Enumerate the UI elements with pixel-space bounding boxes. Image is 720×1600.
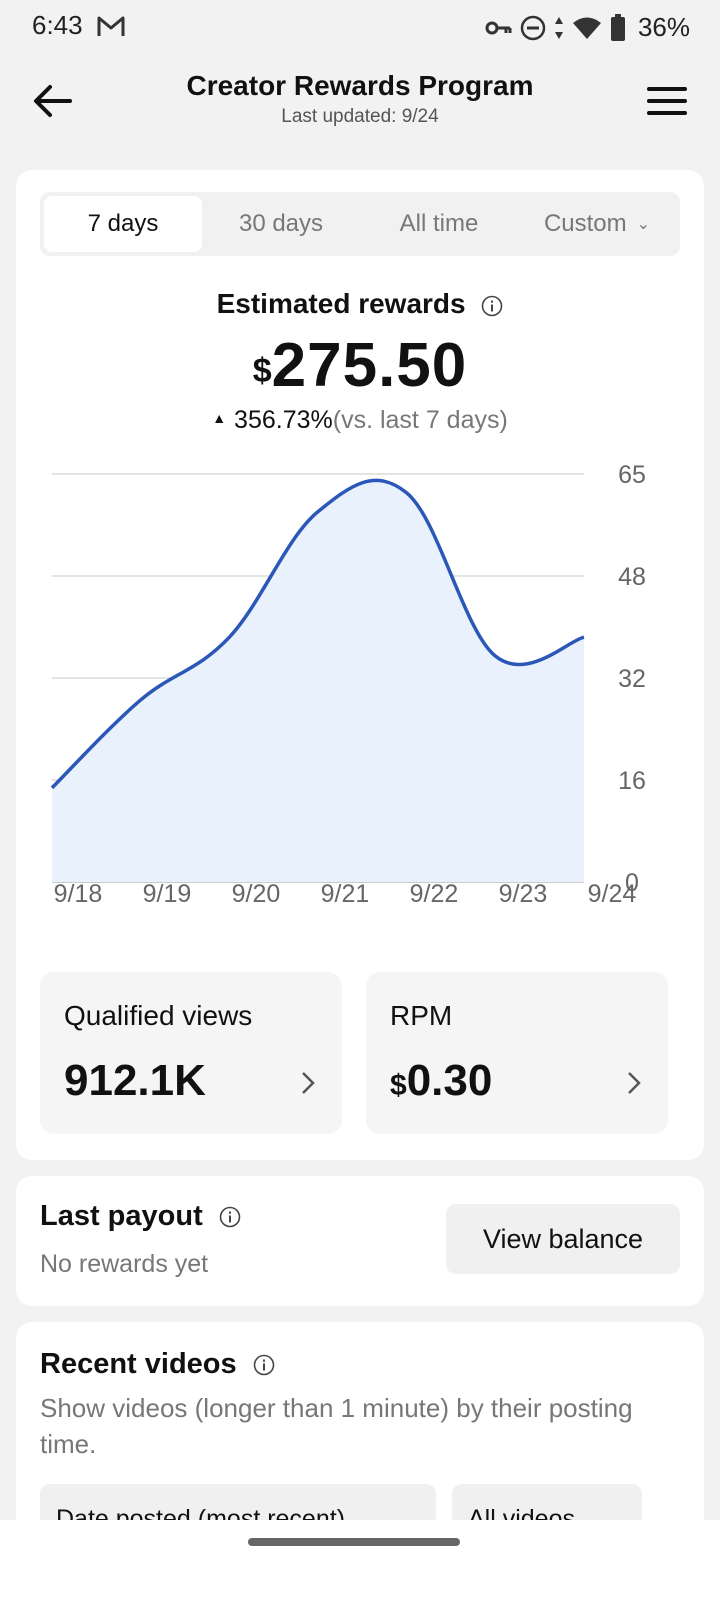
currency-symbol: $ xyxy=(390,1069,407,1102)
tab-all-time[interactable]: All time xyxy=(360,196,518,252)
qualified-views-value: 912.1K xyxy=(64,1056,206,1105)
estimated-rewards-heading: Estimated rewards xyxy=(16,288,704,320)
rpm-amount: 0.30 xyxy=(406,1056,493,1105)
tab-label: 7 days xyxy=(87,210,159,237)
y-tick-label: 48 xyxy=(618,563,646,591)
recent-videos-label: Recent videos xyxy=(40,1348,237,1380)
last-payout-status: No rewards yet xyxy=(40,1250,209,1278)
rewards-amount: 275.50 xyxy=(271,331,468,400)
last-payout-label: Last payout xyxy=(40,1200,203,1232)
x-tick-label: 9/24 xyxy=(588,880,637,908)
y-tick-label: 16 xyxy=(618,767,646,795)
navigation-bar-area xyxy=(0,1520,720,1600)
x-tick-label: 9/21 xyxy=(321,880,370,908)
x-tick-label: 9/22 xyxy=(410,880,459,908)
vpn-key-icon xyxy=(485,21,512,34)
recent-videos-description: Show videos (longer than 1 minute) by th… xyxy=(40,1393,633,1459)
rpm-card[interactable]: RPM $0.30 xyxy=(366,972,668,1134)
last-updated: Last updated: 9/24 xyxy=(281,106,439,127)
x-tick-label: 9/23 xyxy=(499,880,548,908)
info-icon[interactable] xyxy=(219,1206,241,1228)
currency-symbol: $ xyxy=(252,352,272,390)
battery-icon xyxy=(610,13,625,41)
data-arrows-icon xyxy=(554,16,563,39)
last-payout-card: Last payout No rewards yet View balance xyxy=(16,1176,704,1306)
info-icon[interactable] xyxy=(481,295,503,317)
change-comparison: (vs. last 7 days) xyxy=(332,406,508,434)
y-tick-label: 65 xyxy=(618,461,646,489)
status-bar: 6:43 36% xyxy=(0,0,720,56)
x-tick-label: 9/18 xyxy=(54,880,103,908)
estimated-rewards-label: Estimated rewards xyxy=(216,288,466,319)
page-title: Creator Rewards Program xyxy=(186,70,534,101)
period-tabs: 7 days 30 days All time Custom ⌄ xyxy=(40,192,680,256)
status-icons: 36% xyxy=(484,12,690,43)
increase-triangle-icon: ▲ xyxy=(212,410,227,426)
last-payout-heading: Last payout xyxy=(40,1200,241,1233)
area-fill xyxy=(52,480,584,882)
info-icon[interactable] xyxy=(253,1354,275,1376)
tab-7-days[interactable]: 7 days xyxy=(44,196,202,252)
qualified-views-label: Qualified views xyxy=(64,1000,253,1031)
status-time: 6:43 xyxy=(32,10,83,40)
estimated-rewards-value: $275.50 xyxy=(16,330,704,401)
menu-icon[interactable] xyxy=(644,78,690,124)
tab-label: Custom xyxy=(543,210,627,237)
rewards-change: ▲ 356.73%(vs. last 7 days) xyxy=(16,406,704,435)
view-balance-button[interactable]: View balance xyxy=(446,1204,680,1274)
chevron-right-icon xyxy=(628,1072,641,1094)
qualified-views-card[interactable]: Qualified views 912.1K xyxy=(40,972,342,1134)
rewards-card: 7 days 30 days All time Custom ⌄ Estimate… xyxy=(16,170,704,1160)
battery-percent: 36% xyxy=(637,12,690,42)
y-tick-label: 32 xyxy=(618,665,646,693)
y-tick-label: 0 xyxy=(625,869,639,897)
rpm-label: RPM xyxy=(390,1000,453,1031)
tab-label: 30 days xyxy=(238,210,324,237)
chevron-down-icon: ⌄ xyxy=(636,216,651,233)
rewards-chart: 65 48 32 16 0 9/18 9/19 9/20 9/21 9/22 9/23 9/24 xyxy=(50,461,646,908)
x-tick-label: 9/20 xyxy=(232,880,281,908)
chevron-right-icon xyxy=(302,1072,315,1094)
back-arrow-icon[interactable] xyxy=(30,78,76,124)
gmail-icon xyxy=(97,16,125,36)
tab-label: All time xyxy=(399,210,479,237)
wifi-icon xyxy=(572,17,601,39)
change-percent: 356.73% xyxy=(234,406,333,434)
x-tick-label: 9/19 xyxy=(143,880,192,908)
tab-custom[interactable]: Custom ⌄ xyxy=(518,196,676,252)
rpm-value: $0.30 xyxy=(390,1056,492,1106)
home-indicator[interactable] xyxy=(248,1538,460,1546)
app-header: Creator Rewards Program Last updated: 9/… xyxy=(0,60,720,140)
do-not-disturb-icon xyxy=(520,15,546,40)
tab-30-days[interactable]: 30 days xyxy=(202,196,360,252)
recent-videos-heading: Recent videos xyxy=(40,1348,275,1381)
